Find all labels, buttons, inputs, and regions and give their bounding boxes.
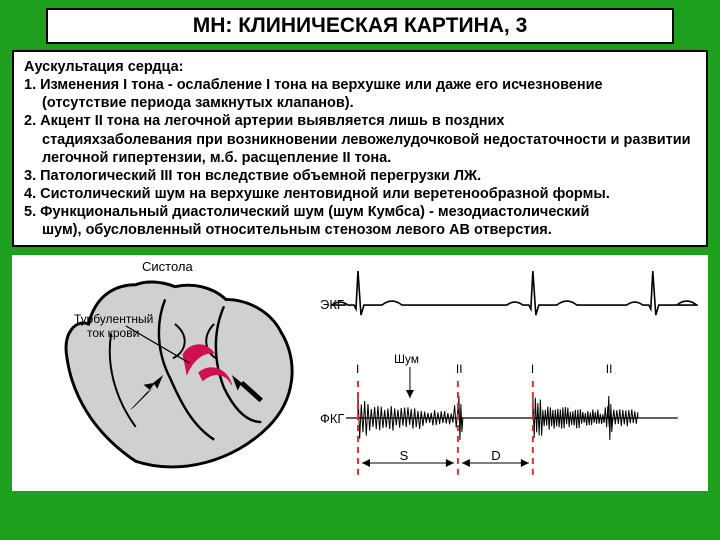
items-list: 1. Изменения I тона - ослабление I тона … xyxy=(24,76,696,239)
fkg-bursts xyxy=(358,395,658,441)
list-item: 2. Акцент II тона на легочной артерии вы… xyxy=(24,112,696,130)
tone-lbl-1: I xyxy=(356,362,359,376)
list-item: 5. Функциональный диастолический шум (шу… xyxy=(24,203,696,221)
tone-lbl-2: II xyxy=(456,362,463,376)
list-item: 4. Систолический шум на верхушке лентови… xyxy=(24,185,696,203)
label-turbulent-2: ток крови xyxy=(87,327,139,339)
noise-label: Шум xyxy=(394,352,419,366)
dash-lines xyxy=(358,381,533,475)
noise-pointer-head xyxy=(406,390,414,398)
heart-diagram: Систола Турбулентный ток крови xyxy=(12,255,318,491)
label-turbulent-1: Турбулентный xyxy=(74,313,153,325)
interval-s-label: S xyxy=(400,448,409,463)
label-systole: Систола xyxy=(142,259,193,274)
interval-d-label: D xyxy=(491,448,500,463)
arr-s-r xyxy=(446,459,454,467)
list-item: 3. Патологический III тон вследствие объ… xyxy=(24,167,696,185)
list-item: 1. Изменения I тона - ослабление I тона … xyxy=(24,76,696,94)
tone-lbl-4: II xyxy=(606,362,613,376)
subtitle: Аускультация сердца: xyxy=(24,58,696,76)
arr-s-l xyxy=(362,459,370,467)
page-title: МН: КЛИНИЧЕСКАЯ КАРТИНА, 3 xyxy=(56,14,664,38)
diagram-area: Систола Турбулентный ток крови xyxy=(12,255,708,491)
heart-svg xyxy=(18,261,312,485)
fkg-burst xyxy=(533,396,608,438)
fkg-label: ФКГ xyxy=(320,411,344,426)
tone-lbl-3: I xyxy=(531,362,534,376)
arr-d-r xyxy=(521,459,529,467)
heart-shape xyxy=(66,282,292,467)
wave-svg: ЭКГ ФКГ Шум I II I II S xyxy=(318,261,698,485)
content-box: Аускультация сердца: 1. Изменения I тона… xyxy=(12,50,708,247)
fkg-burst xyxy=(358,395,458,439)
wave-diagram: ЭКГ ФКГ Шум I II I II S xyxy=(318,255,708,491)
ekg-trace xyxy=(332,271,697,315)
arr-d-l xyxy=(462,459,470,467)
list-item-cont: (отсутствие периода замкнутых клапанов). xyxy=(24,94,696,112)
title-box: МН: КЛИНИЧЕСКАЯ КАРТИНА, 3 xyxy=(46,8,674,44)
list-item-cont: стадияхзаболевания при возникновении лев… xyxy=(24,131,696,167)
list-item-cont: шум), обусловленный относительным стеноз… xyxy=(24,221,696,239)
